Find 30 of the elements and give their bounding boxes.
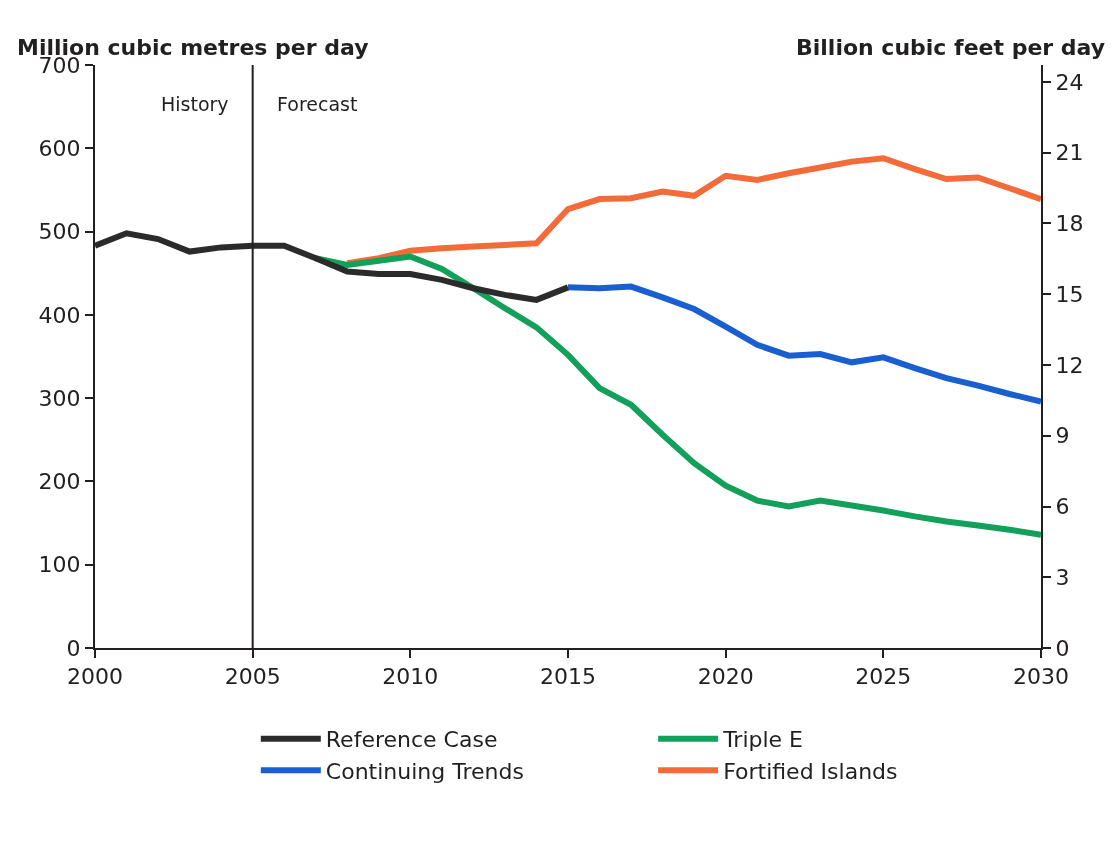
x-tick-label: 2025: [855, 664, 912, 690]
legend-label: Reference Case: [325, 727, 498, 753]
legend-label: Triple E: [722, 727, 804, 753]
x-tick-label: 2015: [540, 664, 596, 690]
y2-tick-label: 3: [1055, 564, 1070, 590]
y2-tick-label: 9: [1055, 423, 1070, 449]
x-tick-label: 2020: [697, 664, 754, 690]
annotation: Forecast: [277, 93, 358, 115]
y-tick-label: 200: [38, 469, 81, 495]
x-tick-label: 2010: [382, 664, 439, 690]
y-tick-label: 500: [38, 219, 81, 245]
y2-tick-label: 24: [1055, 69, 1084, 95]
y-tick-label: 300: [38, 385, 81, 411]
x-tick-label: 2030: [1013, 664, 1069, 690]
y2-tick-label: 12: [1055, 352, 1084, 378]
y2-tick-label: 6: [1055, 494, 1070, 520]
y2-tick-label: 0: [1055, 635, 1070, 661]
x-tick-label: 2005: [224, 664, 281, 690]
annotation: History: [161, 93, 229, 115]
y2-tick-label: 15: [1055, 281, 1084, 307]
y2-axis-title: Billion cubic feet per day: [796, 35, 1106, 60]
y-tick-label: 600: [38, 135, 81, 161]
legend-label: Continuing Trends: [325, 758, 524, 784]
legend-label: Fortified Islands: [723, 758, 898, 784]
y-tick-label: 100: [38, 552, 81, 578]
y2-tick-label: 21: [1055, 140, 1084, 166]
y-tick-label: 0: [66, 635, 81, 661]
y-tick-label: 400: [38, 302, 81, 328]
y2-tick-label: 18: [1055, 211, 1084, 237]
x-tick-label: 2000: [67, 664, 123, 690]
